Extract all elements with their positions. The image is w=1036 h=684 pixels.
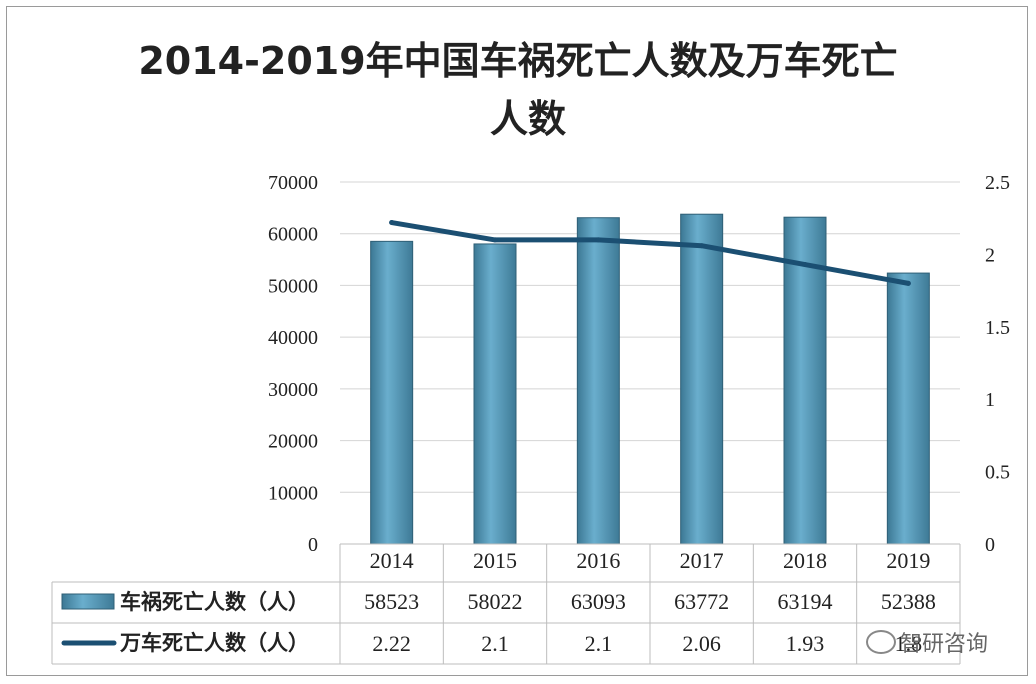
- line-point-2016: [595, 237, 601, 243]
- y-right-tick-label: 1: [985, 389, 995, 411]
- y-left-tick-label: 0: [308, 534, 318, 556]
- y-left-tick-label: 70000: [268, 172, 318, 194]
- y-left-tick-label: 30000: [268, 379, 318, 401]
- bar-2014: [370, 240, 414, 545]
- table-line-value-2016: 2.1: [585, 631, 613, 656]
- chart-title: 2014-2019年中国车祸死亡人数及万车死亡 人数: [0, 32, 1036, 148]
- line-point-2018: [802, 262, 808, 268]
- table-category-2015: 2015: [473, 548, 517, 573]
- y-right-tick-label: 2: [985, 244, 995, 266]
- table-line-value-2014: 2.22: [372, 631, 411, 656]
- bar-2017: [680, 213, 724, 545]
- chart-title-line1: 2014-2019年中国车祸死亡人数及万车死亡: [138, 39, 898, 83]
- table-category-2016: 2016: [576, 548, 620, 573]
- y-left-tick-label: 40000: [268, 327, 318, 349]
- legend-bar-swatch: [61, 593, 115, 610]
- watermark-text: 智研咨询: [900, 632, 989, 657]
- table-bar-value-2014: 58523: [364, 589, 419, 614]
- y-right-tick-label: 0: [985, 534, 995, 556]
- table-category-2019: 2019: [886, 548, 930, 573]
- table-line-value-2017: 2.06: [682, 631, 721, 656]
- legend-bar-label: 车祸死亡人数（人）: [120, 590, 309, 614]
- table-bar-value-2015: 58022: [468, 589, 523, 614]
- table-category-2018: 2018: [783, 548, 827, 573]
- wechat-icon: [866, 630, 896, 654]
- chart-frame: [6, 6, 1028, 676]
- table-category-2014: 2014: [370, 548, 414, 573]
- legend-line-label: 万车死亡人数（人）: [119, 631, 309, 655]
- table-line-value-2015: 2.1: [481, 631, 509, 656]
- y-right-tick-label: 1.5: [985, 317, 1010, 339]
- table-line-value-2018: 1.93: [786, 631, 825, 656]
- chart-title-line2: 人数: [489, 97, 566, 141]
- bar-2018: [783, 216, 827, 545]
- line-point-2015: [492, 237, 498, 243]
- table-bar-value-2019: 52388: [881, 589, 936, 614]
- y-left-tick-label: 60000: [268, 224, 318, 246]
- line-point-2019: [905, 280, 911, 286]
- bar-2015: [473, 243, 517, 545]
- line-series: [389, 220, 911, 286]
- y-right-tick-label: 0.5: [985, 462, 1010, 484]
- y-right-tick-label: 2.5: [985, 172, 1010, 194]
- line-point-2014: [389, 220, 395, 226]
- table-bar-value-2017: 63772: [674, 589, 729, 614]
- table-category-2017: 2017: [680, 548, 724, 573]
- table-line-value-2019: 1.8: [895, 631, 923, 656]
- y-left-tick-label: 20000: [268, 431, 318, 453]
- y-left-tick-label: 50000: [268, 275, 318, 297]
- table-bar-value-2018: 63194: [778, 589, 833, 614]
- line-point-2017: [699, 243, 705, 249]
- watermark: 智研咨询: [866, 626, 988, 658]
- y-left-tick-label: 10000: [268, 482, 318, 504]
- bar-2019: [886, 272, 930, 545]
- bar-2016: [576, 217, 620, 545]
- table-bar-value-2016: 63093: [571, 589, 626, 614]
